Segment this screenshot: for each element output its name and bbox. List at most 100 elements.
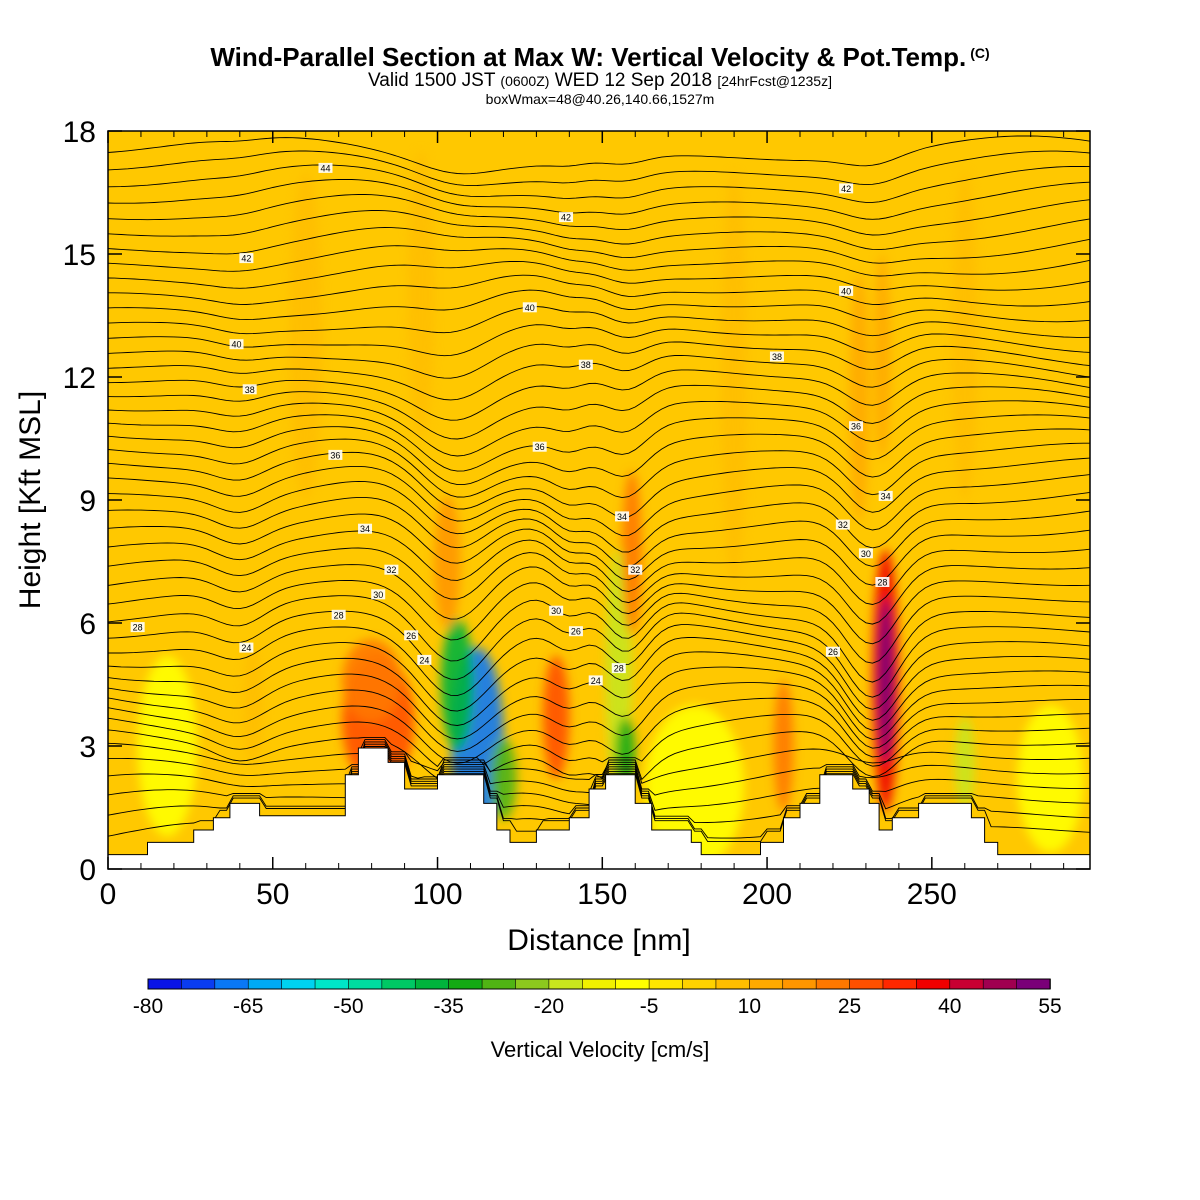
svg-text:42: 42 — [561, 213, 571, 223]
theta-label: 42 — [839, 183, 854, 194]
svg-text:26: 26 — [571, 627, 581, 637]
theta-label: 32 — [384, 564, 399, 575]
w-feature — [407, 151, 435, 439]
theta-label: 28 — [611, 663, 626, 674]
theta-label: 36 — [532, 441, 547, 452]
svg-text:42: 42 — [841, 184, 851, 194]
theta-label: 24 — [417, 654, 432, 665]
svg-text:36: 36 — [851, 422, 861, 432]
y-tick-label: 3 — [79, 731, 96, 764]
theta-contour — [108, 306, 1090, 338]
theta-label: 26 — [825, 646, 840, 657]
w-feature — [243, 647, 263, 763]
theta-contour — [108, 164, 1090, 203]
theta-contour — [108, 743, 1090, 811]
colorbar-swatch — [949, 978, 984, 990]
chart-title-text: Wind-Parallel Section at Max W: Vertical… — [210, 42, 967, 72]
colorbar-swatch — [348, 978, 383, 990]
theta-contour — [108, 748, 1090, 839]
svg-text:24: 24 — [591, 676, 601, 686]
colorbar-tick-label: 10 — [738, 995, 761, 1018]
w-feature — [645, 705, 744, 869]
svg-text:30: 30 — [861, 549, 871, 559]
colorbar-swatch — [916, 978, 951, 990]
w-feature — [622, 471, 642, 636]
theta-contour — [108, 135, 1090, 175]
theta-contour — [108, 260, 1090, 291]
background-field — [108, 131, 1090, 869]
theta-contour — [108, 150, 1090, 187]
colorbar-swatch — [281, 978, 316, 990]
theta-label: 26 — [568, 626, 583, 637]
y-tick-label: 12 — [63, 362, 96, 395]
theta-label: 40 — [229, 339, 244, 350]
w-feature — [954, 717, 975, 808]
svg-text:26: 26 — [406, 631, 416, 641]
w-feature — [1017, 705, 1084, 853]
w-feature — [341, 639, 402, 722]
theta-contour — [108, 289, 1090, 323]
colorbar: -80 -65 -50 -35 -20 -5 10 25 40 55 — [133, 978, 1062, 1018]
theta-contour — [108, 564, 1090, 645]
colorbar-swatch — [882, 978, 918, 990]
theta-label: 40 — [522, 302, 537, 313]
theta-contour — [108, 530, 1090, 605]
svg-text:32: 32 — [630, 565, 640, 575]
theta-contour — [108, 426, 1090, 486]
colorbar-swatch — [682, 978, 717, 990]
theta-label: 34 — [358, 523, 373, 534]
colorbar-swatch — [1016, 978, 1051, 990]
colorbar-swatch — [782, 978, 817, 990]
theta-contour — [108, 451, 1090, 518]
theta-contour — [108, 324, 1090, 357]
theta-contour — [108, 341, 1090, 379]
theta-contour — [108, 580, 1090, 664]
colorbar-tick-label: -35 — [433, 995, 463, 1018]
colorbar-label: Vertical Velocity [cm/s] — [491, 1037, 710, 1062]
theta-contour — [108, 513, 1090, 586]
x-tick-label: 150 — [577, 878, 627, 911]
svg-text:38: 38 — [581, 360, 591, 370]
copyright-mark: (C) — [970, 45, 990, 61]
theta-contour — [108, 245, 1090, 277]
valid-time: Valid 1500 JST — [368, 70, 496, 91]
theta-contour — [108, 400, 1090, 457]
theta-contour — [108, 274, 1090, 307]
theta-label: 28 — [130, 622, 145, 633]
theta-labels: 28 24 28 30 32 26 24 34 36 38 40 42 44 30 26 24 28 32 34 36… — [130, 162, 893, 686]
terrain-outline — [108, 747, 1090, 856]
w-feature — [440, 618, 474, 751]
theta-contour — [108, 227, 1090, 264]
theta-contour — [108, 178, 1090, 220]
colorbar-swatch — [749, 978, 784, 990]
colorbar-swatch — [214, 978, 250, 990]
svg-text:28: 28 — [877, 578, 887, 588]
svg-text:42: 42 — [241, 254, 251, 264]
x-tick-label: 0 — [100, 878, 117, 911]
svg-text:32: 32 — [386, 565, 396, 575]
theta-label: 24 — [239, 642, 254, 653]
theta-contour — [108, 637, 1090, 721]
colorbar-swatch — [648, 978, 684, 990]
box-wmax-info: boxWmax=48@40.26,140.66,1527m — [485, 91, 715, 107]
w-feature — [615, 717, 636, 792]
colorbar-tick-label: -65 — [233, 995, 263, 1018]
svg-text:44: 44 — [320, 163, 330, 173]
svg-text:34: 34 — [360, 524, 370, 534]
theta-contour — [108, 595, 1090, 683]
svg-text:40: 40 — [232, 340, 242, 350]
w-feature — [137, 655, 197, 837]
svg-text:34: 34 — [617, 512, 627, 522]
theta-label: 34 — [878, 490, 893, 501]
theta-label: 38 — [769, 351, 784, 362]
w-feature — [289, 172, 323, 500]
theta-label: 38 — [242, 384, 257, 395]
y-tick-label: 15 — [63, 239, 96, 272]
svg-text:28: 28 — [614, 664, 624, 674]
theta-label: 40 — [839, 285, 854, 296]
theta-contour — [108, 713, 1090, 768]
potential-temperature-contours — [108, 135, 1090, 843]
colorbar-swatch — [448, 978, 483, 990]
theta-label: 36 — [328, 449, 343, 460]
